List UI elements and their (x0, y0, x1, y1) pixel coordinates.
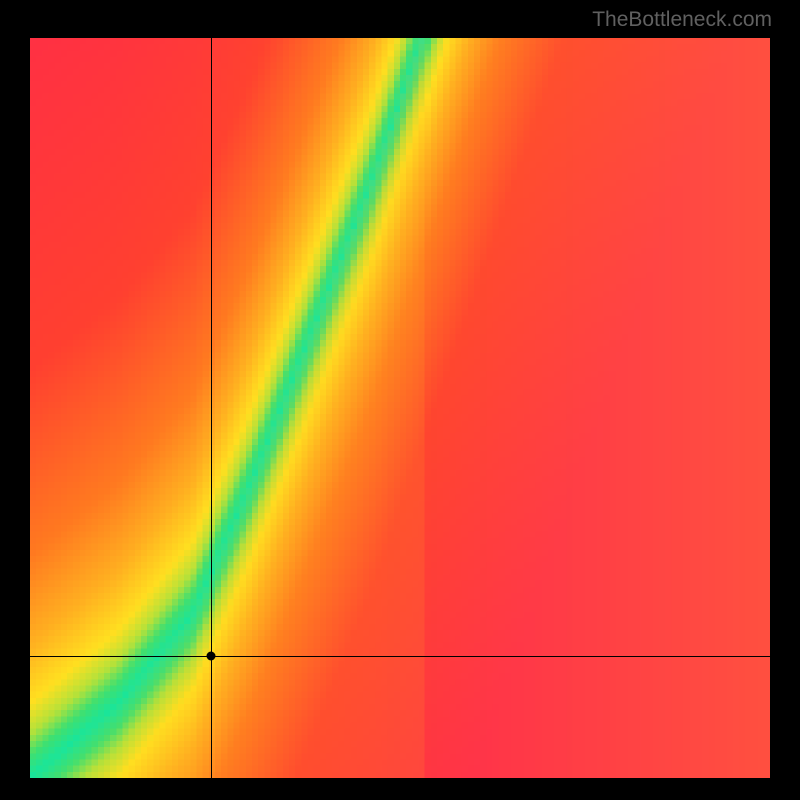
heatmap-chart (30, 38, 770, 778)
crosshair-point (207, 651, 216, 660)
crosshair-vertical (211, 38, 212, 778)
crosshair-horizontal (30, 656, 770, 657)
watermark-text: TheBottleneck.com (592, 8, 772, 32)
heatmap-canvas (30, 38, 770, 778)
